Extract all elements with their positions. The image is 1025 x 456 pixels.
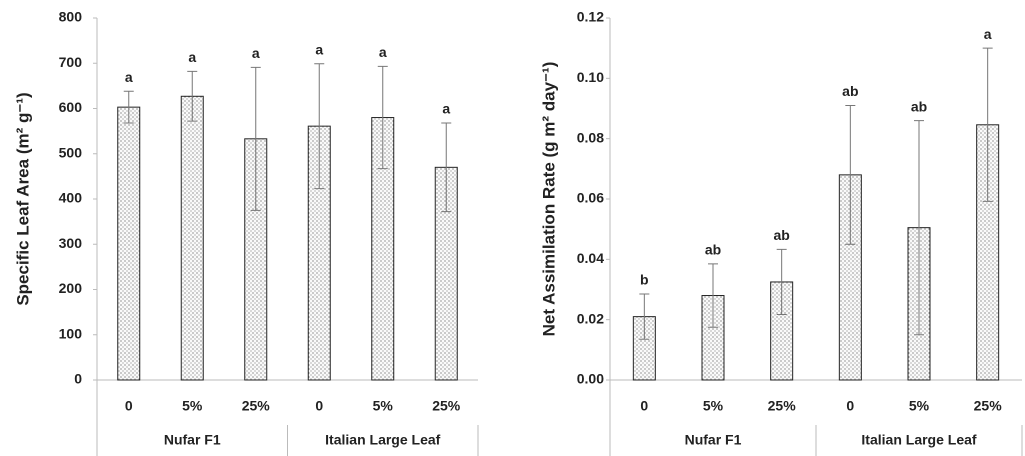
error-bar	[914, 120, 924, 336]
error-bar	[776, 248, 787, 316]
x-tick-label: 0	[125, 398, 133, 414]
x-tick-label: 5%	[182, 398, 203, 414]
x-tick-label: 25%	[242, 398, 271, 414]
significance-letter: ab	[705, 242, 721, 258]
group-label: Italian Large Leaf	[861, 432, 976, 448]
y-tick-label: 0.04	[577, 250, 604, 266]
significance-letter: a	[188, 49, 196, 65]
y-axis-label: Specific Leaf Area (m² g⁻¹)	[13, 92, 32, 305]
error-bar	[441, 122, 452, 213]
y-tick-label: 300	[59, 235, 83, 251]
x-tick-label: 0	[315, 398, 323, 414]
error-bar	[845, 104, 856, 245]
y-tick-label: 600	[59, 99, 83, 115]
x-tick-label: 25%	[768, 398, 797, 414]
significance-letter: a	[315, 41, 323, 57]
x-tick-label: 5%	[373, 398, 394, 414]
y-tick-label: 0.02	[577, 310, 604, 326]
y-tick-label: 500	[59, 144, 83, 160]
y-tick-label: 0.00	[577, 371, 604, 387]
significance-letter: a	[984, 26, 992, 42]
y-tick-label: 400	[59, 190, 83, 206]
error-bar	[982, 47, 993, 202]
significance-letter: a	[125, 69, 133, 85]
group-label: Nufar F1	[164, 432, 221, 448]
y-tick-label: 800	[59, 9, 83, 25]
bar	[180, 95, 204, 381]
y-tick-label: 0.10	[577, 69, 604, 85]
error-bar	[187, 70, 198, 122]
y-tick-label: 0.06	[577, 190, 604, 206]
error-bar	[708, 263, 718, 328]
x-tick-label: 5%	[703, 398, 724, 414]
error-bar	[314, 63, 325, 190]
significance-letter: b	[640, 272, 649, 288]
y-tick-label: 0.12	[577, 9, 604, 25]
x-tick-label: 0	[846, 398, 854, 414]
x-tick-label: 5%	[909, 398, 930, 414]
y-tick-label: 100	[59, 325, 83, 341]
y-tick-label: 0.08	[577, 129, 604, 145]
x-tick-label: 25%	[974, 398, 1003, 414]
bar	[117, 106, 141, 381]
significance-letter: ab	[773, 227, 789, 243]
x-tick-label: 0	[640, 398, 648, 414]
y-axis-label: Net Assimilation Rate (g m² day⁻¹)	[539, 62, 558, 337]
significance-letter: a	[252, 45, 260, 61]
y-tick-label: 700	[59, 54, 83, 70]
error-bar	[639, 293, 650, 340]
significance-letter: a	[379, 44, 387, 60]
significance-letter: ab	[911, 98, 927, 114]
group-label: Nufar F1	[685, 432, 742, 448]
error-bar	[250, 66, 261, 211]
error-bar	[377, 65, 388, 170]
error-bar	[123, 90, 134, 124]
group-label: Italian Large Leaf	[325, 432, 440, 448]
y-tick-label: 200	[59, 280, 83, 296]
significance-letter: ab	[842, 83, 858, 99]
y-tick-label: 0	[74, 371, 82, 387]
significance-letter: a	[442, 101, 450, 117]
x-tick-label: 25%	[432, 398, 461, 414]
